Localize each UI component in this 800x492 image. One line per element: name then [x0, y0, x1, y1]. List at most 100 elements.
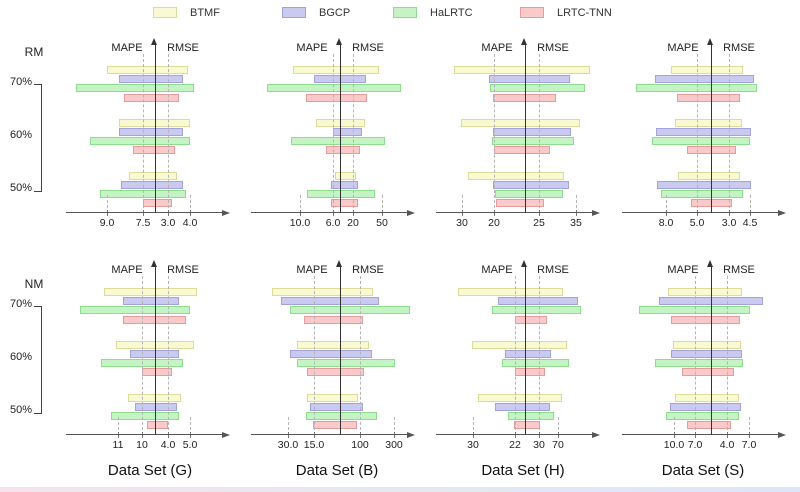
tick-label-50: 50: [376, 217, 388, 229]
legend-label: HaLRTC: [430, 6, 473, 19]
tick-label-70: 70: [552, 439, 564, 451]
bar-lrtc-tnn-70%: [122, 315, 186, 324]
gridline-4.0: [190, 195, 191, 213]
legend-label: BTMF: [190, 6, 220, 19]
x-axis-line: [66, 212, 222, 213]
x-axis-line: [622, 212, 778, 213]
bar-halrtc-50%: [507, 412, 555, 420]
tick-label-30: 30: [467, 439, 479, 451]
tick-label-30: 30: [533, 439, 545, 451]
bar-btmf-70%: [668, 288, 743, 296]
bar-halrtc-60%: [655, 359, 744, 368]
axis-tick-30.0: [288, 432, 289, 438]
center-axis-line: [339, 266, 341, 435]
gridline-70: [558, 417, 559, 435]
tick-label-20: 20: [347, 217, 359, 229]
gridline-22: [515, 276, 516, 435]
right-arrow-icon: [592, 432, 600, 438]
subplot-rm-dataset-h: MAPE RMSE 30 20 25 35: [436, 38, 600, 229]
bar-bgcp-70%: [281, 297, 380, 306]
dataset-title-g: Data Set (G): [107, 462, 193, 479]
bar-halrtc-70%: [289, 306, 410, 315]
bar-halrtc-60%: [501, 359, 570, 368]
bar-btmf-70%: [671, 66, 743, 74]
axis-tick-20: [353, 210, 354, 216]
up-arrow-icon: [707, 38, 713, 45]
bar-halrtc-60%: [491, 137, 575, 146]
bar-lrtc-tnn-50%: [686, 421, 732, 430]
gridline-9.0: [107, 195, 108, 213]
bar-btmf-70%: [107, 66, 188, 74]
bar-halrtc-70%: [489, 84, 586, 93]
bar-halrtc-50%: [495, 190, 564, 198]
tick-label-30.0: 30.0: [277, 439, 299, 451]
bar-btmf-60%: [461, 118, 580, 127]
gridline-4.5: [750, 195, 751, 213]
bar-btmf-50%: [678, 171, 741, 180]
window-edge-strip: [0, 487, 800, 492]
axis-tick-50: [382, 210, 383, 216]
bar-halrtc-70%: [639, 306, 750, 315]
gridline-4.0: [168, 276, 169, 435]
gridline-10: [142, 276, 143, 435]
axis-tick-11: [118, 432, 119, 438]
mape-axis-header: MAPE: [667, 42, 699, 54]
gridline-10.0: [674, 417, 675, 435]
rmse-axis-header: RMSE: [723, 264, 755, 276]
mape-axis-header: MAPE: [296, 264, 328, 276]
up-arrow-icon: [151, 38, 157, 45]
gridline-5.0: [190, 417, 191, 435]
bar-bgcp-70%: [122, 297, 179, 306]
x-axis-line: [436, 434, 592, 435]
rate-label-60-nm: 60%: [9, 351, 32, 363]
mape-axis-header: MAPE: [111, 264, 143, 276]
center-axis-line: [710, 44, 712, 213]
rmse-axis-header: RMSE: [723, 42, 755, 54]
rmse-axis-header: RMSE: [352, 42, 384, 54]
bar-bgcp-70%: [654, 75, 755, 84]
bar-lrtc-tnn-70%: [515, 315, 547, 324]
bar-btmf-60%: [296, 340, 370, 349]
center-axis-line: [339, 44, 341, 213]
up-arrow-icon: [707, 260, 713, 267]
dataset-title-h: Data Set (H): [481, 462, 565, 479]
rate-label-70-nm: 70%: [9, 298, 32, 310]
subplot-nm-dataset-h: MAPE RMSE 30 22 30 70: [436, 260, 600, 451]
bar-bgcp-50%: [494, 402, 550, 411]
axis-tick-100: [360, 432, 361, 438]
axis-tick-4.0: [190, 210, 191, 216]
axis-tick-4.5: [750, 210, 751, 216]
axis-tick-5.0: [190, 432, 191, 438]
gridline-30: [462, 195, 463, 213]
dataset-title-b: Data Set (B): [295, 462, 379, 479]
bar-lrtc-tnn-70%: [670, 315, 740, 324]
bar-btmf-50%: [307, 393, 358, 402]
bar-bgcp-50%: [121, 180, 184, 189]
tick-label-4.5: 4.5: [742, 217, 758, 229]
bar-btmf-70%: [103, 288, 197, 296]
bgcp-swatch-icon: [282, 7, 306, 19]
legend-item-bgcp: BGCP: [282, 4, 350, 20]
gridline-300: [394, 417, 395, 435]
axis-tick-10.0: [300, 210, 301, 216]
nm-group-bracket: [34, 306, 42, 414]
tick-label-22: 22: [509, 439, 521, 451]
bar-halrtc-60%: [651, 137, 750, 146]
tick-label-9.0: 9.0: [99, 217, 115, 229]
axis-tick-35: [576, 210, 577, 216]
legend-label: LRTC-TNN: [557, 6, 612, 19]
bar-lrtc-tnn-70%: [303, 315, 363, 324]
tick-label-4.0: 4.0: [182, 217, 198, 229]
axis-tick-30: [539, 432, 540, 438]
rate-label-60-rm: 60%: [9, 129, 32, 141]
subplot-nm-dataset-g: MAPE RMSE 11 10 4.0 5.0: [66, 260, 230, 451]
gridline-3.0: [729, 54, 730, 213]
up-arrow-icon: [521, 38, 527, 45]
right-arrow-icon: [778, 210, 786, 216]
tick-label-300: 300: [385, 439, 403, 451]
bar-bgcp-60%: [505, 350, 551, 358]
bar-lrtc-tnn-50%: [495, 199, 545, 208]
bar-bgcp-70%: [488, 75, 571, 84]
bar-halrtc-50%: [660, 190, 743, 198]
rmse-axis-header: RMSE: [167, 264, 199, 276]
